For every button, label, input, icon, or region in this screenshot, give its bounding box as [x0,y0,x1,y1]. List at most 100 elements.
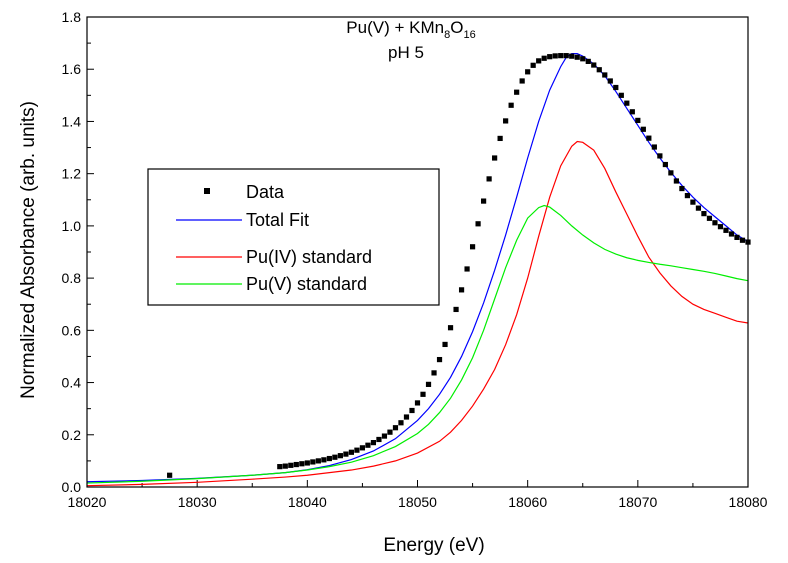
data-point [541,55,547,61]
y-tick-label: 0.6 [62,322,82,338]
x-tick-label: 18030 [178,494,217,510]
data-point [167,472,173,478]
data-point [492,155,498,161]
y-tick-label: 1.2 [62,166,82,182]
title-sub2: 16 [463,29,475,41]
data-point [332,454,338,460]
data-point [646,135,652,141]
data-point [530,62,536,68]
legend-data-label: Data [246,182,285,202]
chart-subtitle: pH 5 [388,43,424,62]
y-tick-label: 0.4 [62,375,82,391]
legend-box [147,168,440,306]
data-point [525,69,531,75]
data-point [602,72,608,78]
legend-pu5-label: Pu(V) standard [246,274,367,294]
data-point [321,457,327,463]
y-tick-label: 1.6 [62,61,82,77]
data-point [497,135,503,142]
data-point [387,429,393,435]
y-tick-label: 1.4 [62,113,82,129]
data-point [580,56,586,62]
data-point [370,440,377,446]
data-point [398,420,404,426]
legend-pu4-label: Pu(IV) standard [246,247,372,267]
data-point [618,92,624,98]
data-point [481,198,487,204]
x-tick-label: 18020 [68,494,107,510]
axis-ticks: 18020 18030 18040 18050 18060 18070 18080 0.0 0.… [62,9,768,510]
data-point [315,458,321,464]
data-point [547,54,553,60]
legend-data-marker [204,188,210,194]
data-point [558,53,564,59]
x-tick-label: 18080 [729,494,768,510]
data-point [414,400,421,406]
data-point [348,449,354,455]
data-point [701,211,707,217]
data-point [657,153,663,159]
plot-series [86,52,751,487]
data-point [293,461,299,468]
data-point [552,53,558,59]
data-point [662,161,668,168]
data-point [712,220,718,226]
y-tick-label: 0.2 [62,427,82,443]
x-tick-label: 18060 [508,494,547,510]
legend-total-fit-label: Total Fit [246,210,309,230]
data-point [679,185,685,192]
data-point [624,100,630,106]
data-point [403,414,410,420]
data-point [640,126,646,132]
x-tick-label: 18050 [398,494,437,510]
data-point [574,54,580,60]
data-point [392,425,399,431]
data-point [337,453,343,459]
data-point [458,287,465,293]
data-point [536,58,542,64]
data-point [563,53,569,59]
data-point [365,442,371,448]
data-point [695,205,702,211]
data-point [684,193,691,199]
data-point [288,462,294,468]
data-point [734,234,740,240]
data-point [651,144,657,150]
data-point [453,306,459,313]
data-point [629,109,635,115]
data-point [668,170,674,176]
data-point [359,445,366,451]
series-line-pu-iv-standard [86,140,749,487]
data-point [739,237,746,243]
data-point [304,460,310,466]
data-point [343,451,349,457]
data-point [475,221,481,227]
data-point [381,433,388,439]
data-point [569,53,575,59]
data-point [519,78,525,84]
data-point [591,62,597,68]
data-point [354,447,360,453]
data-point [673,178,679,184]
data-point [310,459,316,465]
plot-frame [86,16,749,488]
data-point [469,244,476,250]
data-point [596,67,602,73]
data-point [442,341,448,348]
y-tick-label: 0.8 [62,270,82,286]
y-tick-label: 1.8 [62,9,82,25]
x-tick-label: 18040 [288,494,327,510]
data-point [613,84,619,91]
y-axis-title: Normalized Absorbance (arb. units) [18,101,39,399]
data-point [409,407,415,414]
data-point [728,231,735,237]
data-point [436,356,443,363]
data-point [464,266,470,272]
data-point [431,370,437,376]
data-point [514,89,520,95]
data-point [277,464,283,470]
x-axis-title: Energy (eV) [383,535,484,556]
data-point [486,176,492,182]
data-point [706,215,713,221]
